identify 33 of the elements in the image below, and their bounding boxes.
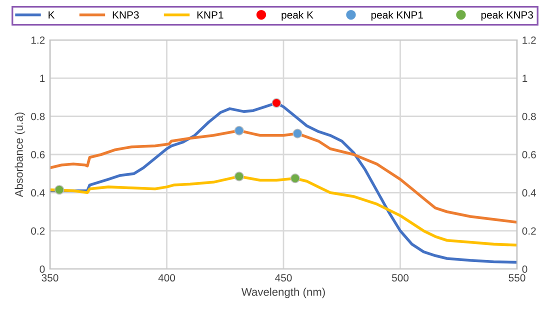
x-tick-label: 450 bbox=[275, 274, 292, 282]
x-tick-label: 500 bbox=[392, 274, 409, 282]
x-tick-label: 550 bbox=[508, 274, 526, 282]
legend-label: peak KNP3 bbox=[481, 10, 533, 21]
legend-label: peak K bbox=[282, 10, 314, 21]
y2-tick-label: 0 bbox=[522, 266, 528, 273]
legend-label: K bbox=[48, 11, 55, 19]
y-tick-label: 0 bbox=[40, 266, 45, 273]
x-tick-label: 350 bbox=[42, 274, 58, 282]
y2-tick-label: 1 bbox=[522, 74, 528, 82]
y-tick-label: 1.2 bbox=[31, 36, 45, 44]
y2-tick-label: 0.8 bbox=[522, 112, 536, 120]
y2-tick-label: 0.4 bbox=[522, 189, 536, 197]
legend-label: KNP3 bbox=[112, 11, 139, 19]
point bbox=[234, 126, 244, 136]
point bbox=[292, 128, 302, 138]
point bbox=[290, 174, 300, 184]
y2-tick-label: 0.6 bbox=[522, 151, 536, 158]
y-axis-title: Absorbance (u.a) bbox=[14, 112, 26, 198]
y-tick-label: 0.2 bbox=[31, 227, 45, 235]
y2-tick-label: 1.2 bbox=[522, 36, 536, 44]
x-tick-label: 400 bbox=[158, 274, 176, 282]
y-tick-label: 0.6 bbox=[31, 151, 45, 158]
point bbox=[54, 184, 64, 195]
point bbox=[234, 172, 244, 182]
point bbox=[272, 98, 282, 108]
y-tick-label: 1 bbox=[40, 74, 45, 82]
y-tick-label: 0.4 bbox=[31, 189, 45, 197]
legend-label: KNP1 bbox=[197, 11, 224, 19]
x-axis-title: Wavelength (nm) bbox=[241, 288, 325, 298]
legend-label: peak KNP1 bbox=[371, 10, 423, 21]
y2-tick-label: 0.2 bbox=[522, 227, 536, 235]
y-tick-label: 0.8 bbox=[31, 112, 45, 120]
